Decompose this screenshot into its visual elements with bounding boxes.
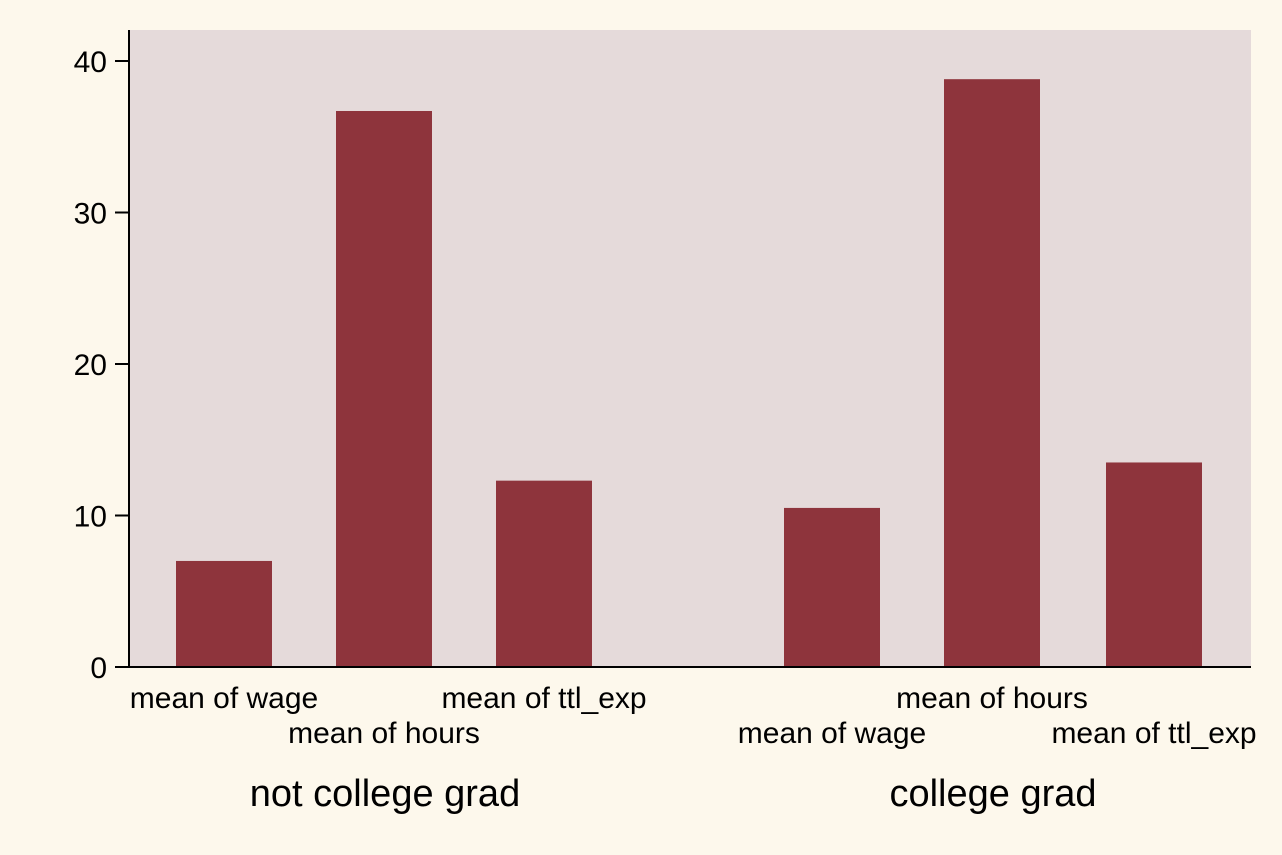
category-label: mean of ttl_exp (441, 682, 646, 715)
bar (1106, 462, 1202, 667)
category-label: mean of wage (738, 717, 926, 750)
y-tick-label: 0 (90, 652, 107, 685)
bar (496, 480, 592, 667)
y-tick-label: 20 (74, 349, 107, 382)
category-label: mean of wage (130, 682, 318, 715)
bars-layer (176, 79, 1202, 668)
y-tick-label: 40 (74, 46, 107, 79)
y-axis: 0 10 20 30 40 (74, 30, 130, 685)
y-tick-label: 30 (74, 198, 107, 231)
category-label: mean of ttl_exp (1051, 717, 1256, 750)
bar (944, 79, 1040, 668)
category-label: mean of hours (896, 682, 1088, 715)
bar (784, 507, 880, 667)
category-label: mean of hours (288, 717, 480, 750)
bar (176, 560, 272, 667)
group-label: college grad (889, 773, 1096, 815)
group-label: not college grad (250, 773, 520, 815)
group-labels: not college grad college grad (250, 773, 1097, 815)
y-tick-label: 10 (74, 501, 107, 534)
plot-area (129, 30, 1251, 667)
bar (336, 110, 432, 668)
